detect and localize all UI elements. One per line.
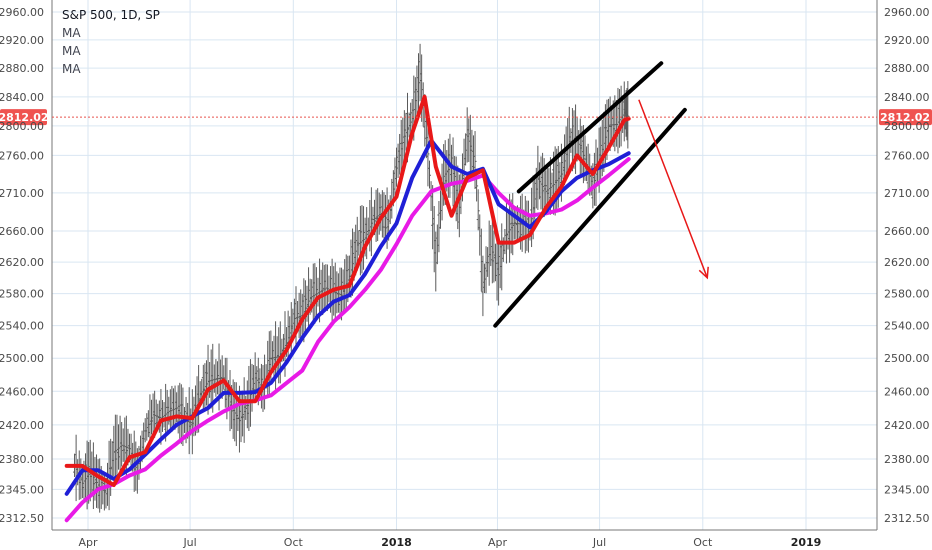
x-tick-label: Jul: [592, 536, 606, 549]
y-tick-label-left: 2800.00: [0, 120, 44, 133]
x-tick-label: Oct: [284, 536, 304, 549]
y-tick-label-left: 2380.00: [0, 453, 44, 466]
x-tick-label: Apr: [78, 536, 98, 549]
y-tick-label-right: 2500.00: [884, 352, 930, 365]
y-tick-label-right: 2620.00: [884, 256, 930, 269]
axis-labels: 2312.50 2312.50 2345.00 2345.00 2380.00 2380.…: [0, 6, 930, 549]
y-tick-label-left: 2500.00: [0, 352, 44, 365]
y-tick-label-right: 2380.00: [884, 453, 930, 466]
ma-slow-line: [64, 157, 631, 523]
y-tick-label-right: 2800.00: [884, 120, 930, 133]
y-tick-label-left: 2960.00: [0, 6, 44, 19]
y-tick-label-right: 2840.00: [884, 91, 930, 104]
drawings[interactable]: 2812.02 2812.02: [0, 61, 932, 328]
y-tick-label-right: 2420.00: [884, 419, 930, 432]
y-tick-label-left: 2660.00: [0, 225, 44, 238]
channel-lower-line[interactable]: [493, 107, 687, 328]
y-tick-label-right: 2880.00: [884, 62, 930, 75]
y-tick-label-right: 2660.00: [884, 225, 930, 238]
y-tick-label-left: 2920.00: [0, 34, 44, 47]
ma-mid-line: [64, 138, 631, 496]
projection-arrow[interactable]: [638, 99, 708, 279]
y-tick-label-left: 2880.00: [0, 62, 44, 75]
y-tick-label-right: 2960.00: [884, 6, 930, 19]
y-tick-label-left: 2460.00: [0, 385, 44, 398]
y-tick-label-left: 2620.00: [0, 256, 44, 269]
current-price-label-left: 2812.02: [0, 111, 49, 124]
legend-ma-3[interactable]: MA: [62, 62, 81, 76]
y-tick-label-right: 2460.00: [884, 385, 930, 398]
y-tick-label-left: 2540.00: [0, 320, 44, 333]
x-tick-label: 2018: [381, 536, 412, 549]
y-tick-label-right: 2312.50: [884, 512, 930, 525]
y-tick-label-left: 2840.00: [0, 91, 44, 104]
y-tick-label-right: 2345.00: [884, 483, 930, 496]
y-tick-label-left: 2420.00: [0, 419, 44, 432]
moving-averages: [64, 94, 631, 523]
y-tick-label-left: 2312.50: [0, 512, 44, 525]
current-price-tag-right: [879, 109, 932, 126]
x-tick-label: Oct: [693, 536, 713, 549]
current-price-tag-left: [0, 109, 47, 126]
y-tick-label-left: 2760.00: [0, 149, 44, 162]
current-price-label-right: 2812.02: [880, 111, 930, 124]
projection-arrow-head[interactable]: [698, 266, 709, 280]
y-tick-label-right: 2920.00: [884, 34, 930, 47]
y-tick-label-left: 2580.00: [0, 288, 44, 301]
axes: [51, 0, 878, 531]
y-tick-label-right: 2540.00: [884, 320, 930, 333]
y-tick-label-right: 2760.00: [884, 149, 930, 162]
grid: [52, 0, 877, 530]
x-tick-label: Jul: [182, 536, 196, 549]
legend-ma-1[interactable]: MA: [62, 26, 81, 40]
y-tick-label-right: 2710.00: [884, 187, 930, 200]
y-tick-label-right: 2580.00: [884, 288, 930, 301]
x-tick-label: Apr: [488, 536, 508, 549]
ma-fast-line: [64, 94, 631, 487]
legend-title[interactable]: S&P 500, 1D, SP: [62, 8, 160, 22]
x-tick-label: 2019: [791, 536, 822, 549]
chart-legend: S&P 500, 1D, SP MA MA MA: [62, 6, 160, 78]
y-tick-label-left: 2710.00: [0, 187, 44, 200]
channel-upper-line[interactable]: [516, 61, 664, 194]
legend-ma-2[interactable]: MA: [62, 44, 81, 58]
y-tick-label-left: 2345.00: [0, 483, 44, 496]
